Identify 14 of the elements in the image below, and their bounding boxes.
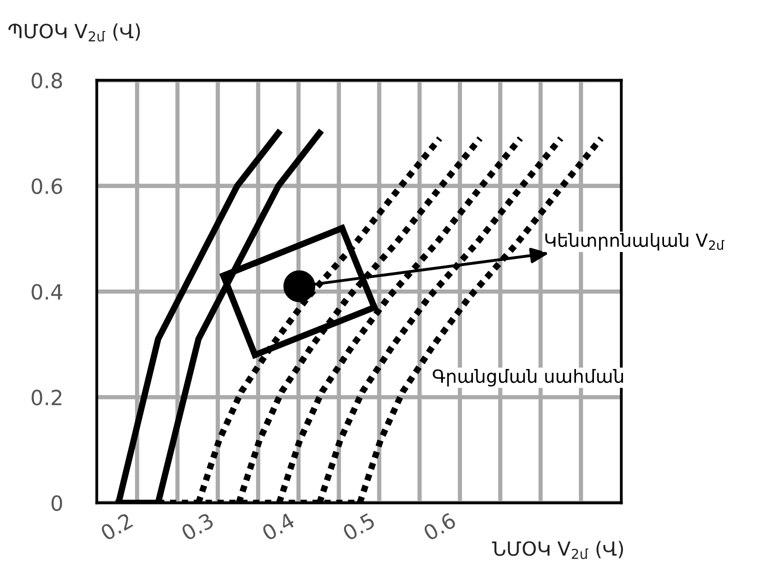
x-tick-label: 0.5 <box>342 512 376 542</box>
annotation: Կենտրոնական V$_{2մ}$ <box>545 233 724 251</box>
y-tick-label: 0 <box>52 495 62 512</box>
y-tick-label: 0.8 <box>32 72 62 88</box>
x-axis-title: ՆՄՕԿ V$_{2մ}$ (Վ) <box>492 540 623 560</box>
x-tick-label: 0.2 <box>100 512 134 542</box>
y-axis-title: ՊՄՕԿ V$_{2մ}$ (Վ) <box>8 23 140 42</box>
y-tick-label: 0.4 <box>32 284 62 300</box>
y-tick-label: 0.2 <box>32 390 62 406</box>
y-tick-label: 0.6 <box>32 178 62 194</box>
x-tick-label: 0.3 <box>180 512 214 542</box>
annotation: Գրանցման սահման <box>432 369 623 386</box>
x-tick-label: 0.4 <box>261 512 296 542</box>
x-tick-label: 0.6 <box>422 512 457 542</box>
